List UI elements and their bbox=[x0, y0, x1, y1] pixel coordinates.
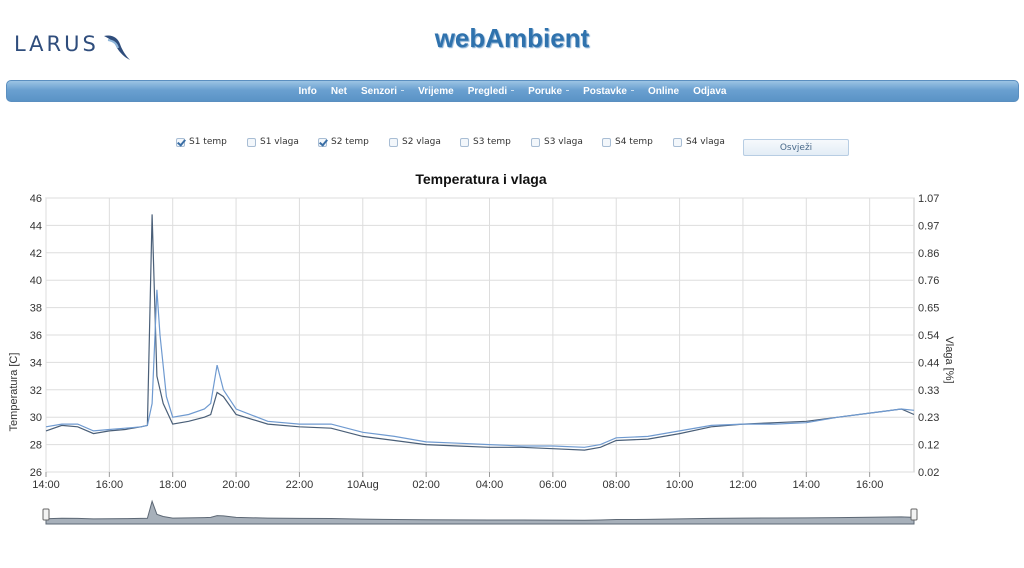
y2-tick-label: 0.65 bbox=[918, 303, 939, 315]
chart-title: Temperatura i vlaga bbox=[415, 171, 546, 187]
y2-tick-label: 0.12 bbox=[918, 440, 939, 452]
y-tick-label: 28 bbox=[30, 440, 42, 452]
y-tick-label: 38 bbox=[30, 303, 42, 315]
checkbox-label: S2 vlaga bbox=[402, 137, 441, 147]
bird-logo-icon bbox=[104, 35, 130, 60]
nav-item-odjava[interactable]: Odjava bbox=[693, 85, 727, 97]
y-tick-label: 32 bbox=[30, 385, 42, 397]
checkbox-checked-icon[interactable] bbox=[176, 137, 185, 147]
checkbox-checked-icon[interactable] bbox=[318, 137, 327, 147]
chart-series bbox=[45, 214, 915, 451]
y2-tick-label: 1.07 bbox=[918, 193, 939, 205]
right-axis-ticks: 0.02 0.12 0.23 0.33 0.44 0.54 0.65 0.76 0.86 0.97… bbox=[918, 193, 939, 479]
y2-tick-label: 0.86 bbox=[918, 248, 939, 260]
nav-item-postavke[interactable]: Postavke bbox=[576, 86, 641, 97]
checkbox-unchecked-icon[interactable] bbox=[531, 137, 540, 147]
y-tick-label: 26 bbox=[30, 467, 42, 479]
checkbox-s1-temp[interactable]: S1 temp bbox=[176, 137, 227, 147]
y2-tick-label: 0.33 bbox=[918, 385, 939, 397]
left-axis-ticks: 26 28 30 32 34 36 38 40 42 44 46 bbox=[30, 193, 42, 479]
x-tick-label: 16:00 bbox=[856, 479, 884, 491]
y-tick-label: 36 bbox=[30, 330, 42, 342]
x-tick-label: 22:00 bbox=[286, 479, 314, 491]
logo-text: LARUS bbox=[14, 32, 99, 56]
x-tick-label: 14:00 bbox=[32, 479, 60, 491]
series-line-s2-temp bbox=[45, 289, 915, 448]
nav-item-pregledi[interactable]: Pregledi bbox=[461, 86, 521, 97]
app-title: webAmbient bbox=[434, 23, 590, 53]
y-tick-label: 44 bbox=[30, 220, 42, 232]
checkbox-label: S1 temp bbox=[189, 137, 227, 147]
checkbox-label: S4 temp bbox=[615, 137, 653, 147]
checkbox-label: S2 temp bbox=[331, 137, 369, 147]
navigator-area bbox=[45, 499, 915, 525]
y-tick-label: 46 bbox=[30, 193, 42, 205]
y2-tick-label: 0.23 bbox=[918, 412, 939, 424]
checkbox-label: S3 vlaga bbox=[544, 137, 583, 147]
y2-tick-label: 0.44 bbox=[918, 357, 939, 369]
checkbox-s4-vlaga[interactable]: S4 vlaga bbox=[673, 137, 725, 147]
x-tick-label: 06:00 bbox=[539, 479, 567, 491]
checkbox-label: S1 vlaga bbox=[260, 137, 299, 147]
checkbox-unchecked-icon[interactable] bbox=[673, 137, 682, 147]
x-tick-label: 16:00 bbox=[96, 479, 124, 491]
checkbox-s3-temp[interactable]: S3 temp bbox=[460, 137, 511, 147]
x-tick-label: 18:00 bbox=[159, 479, 187, 491]
checkbox-label: S4 vlaga bbox=[686, 137, 725, 147]
chart-grid bbox=[45, 197, 915, 477]
checkbox-unchecked-icon[interactable] bbox=[389, 137, 398, 147]
nav-item-poruke[interactable]: Poruke bbox=[521, 86, 576, 97]
nav-item-net[interactable]: Net bbox=[330, 85, 347, 97]
checkbox-s3-vlaga[interactable]: S3 vlaga bbox=[531, 137, 583, 147]
y-axis-title: Temperatura [C] bbox=[8, 353, 20, 432]
y2-axis-title: Vlaga [%] bbox=[943, 336, 955, 383]
navigator-right-handle[interactable] bbox=[910, 508, 918, 521]
y-tick-label: 42 bbox=[30, 248, 42, 260]
y2-tick-label: 0.76 bbox=[918, 275, 939, 287]
y2-tick-label: 0.02 bbox=[918, 467, 939, 479]
series-line-s1-temp bbox=[45, 214, 915, 451]
checkbox-s2-temp[interactable]: S2 temp bbox=[318, 137, 369, 147]
range-navigator[interactable] bbox=[42, 499, 918, 525]
x-tick-label: 20:00 bbox=[222, 479, 250, 491]
checkbox-label: S3 temp bbox=[473, 137, 511, 147]
x-tick-label: 02:00 bbox=[412, 479, 440, 491]
y-tick-label: 30 bbox=[30, 412, 42, 424]
nav-item-online[interactable]: Online bbox=[647, 85, 680, 97]
temperature-humidity-chart: Temperatura i vlaga 26 28 30 32 34 36 38 40 42 44… bbox=[8, 171, 955, 525]
y-tick-label: 34 bbox=[30, 357, 42, 369]
x-tick-label: 04:00 bbox=[476, 479, 504, 491]
y2-tick-label: 0.97 bbox=[918, 220, 939, 232]
checkbox-s4-temp[interactable]: S4 temp bbox=[602, 137, 653, 147]
checkbox-s2-vlaga[interactable]: S2 vlaga bbox=[389, 137, 441, 147]
main-navbar: Info Net Senzori Vrijeme Pregledi Poruke… bbox=[6, 80, 1019, 102]
y2-tick-label: 0.54 bbox=[918, 330, 939, 342]
refresh-button[interactable]: Osvježi bbox=[743, 139, 849, 156]
navigator-left-handle[interactable] bbox=[42, 508, 50, 521]
x-tick-label: 08:00 bbox=[602, 479, 630, 491]
checkbox-unchecked-icon[interactable] bbox=[247, 137, 256, 147]
x-tick-label: 14:00 bbox=[793, 479, 821, 491]
nav-item-senzori[interactable]: Senzori bbox=[354, 86, 411, 97]
x-axis-ticks: 14:00 16:00 18:00 20:00 22:00 10Aug 02:00 04:00… bbox=[32, 479, 883, 491]
x-tick-label: 10Aug bbox=[347, 479, 379, 491]
checkbox-unchecked-icon[interactable] bbox=[460, 137, 469, 147]
nav-item-info[interactable]: Info bbox=[298, 85, 317, 97]
x-tick-label: 12:00 bbox=[729, 479, 757, 491]
nav-item-vrijeme[interactable]: Vrijeme bbox=[418, 85, 454, 97]
x-tick-label: 10:00 bbox=[666, 479, 694, 491]
sensor-selector: S1 temp S1 vlaga S2 temp S2 vlaga S3 tem… bbox=[0, 137, 1024, 153]
checkbox-unchecked-icon[interactable] bbox=[602, 137, 611, 147]
checkbox-s1-vlaga[interactable]: S1 vlaga bbox=[247, 137, 299, 147]
y-tick-label: 40 bbox=[30, 275, 42, 287]
